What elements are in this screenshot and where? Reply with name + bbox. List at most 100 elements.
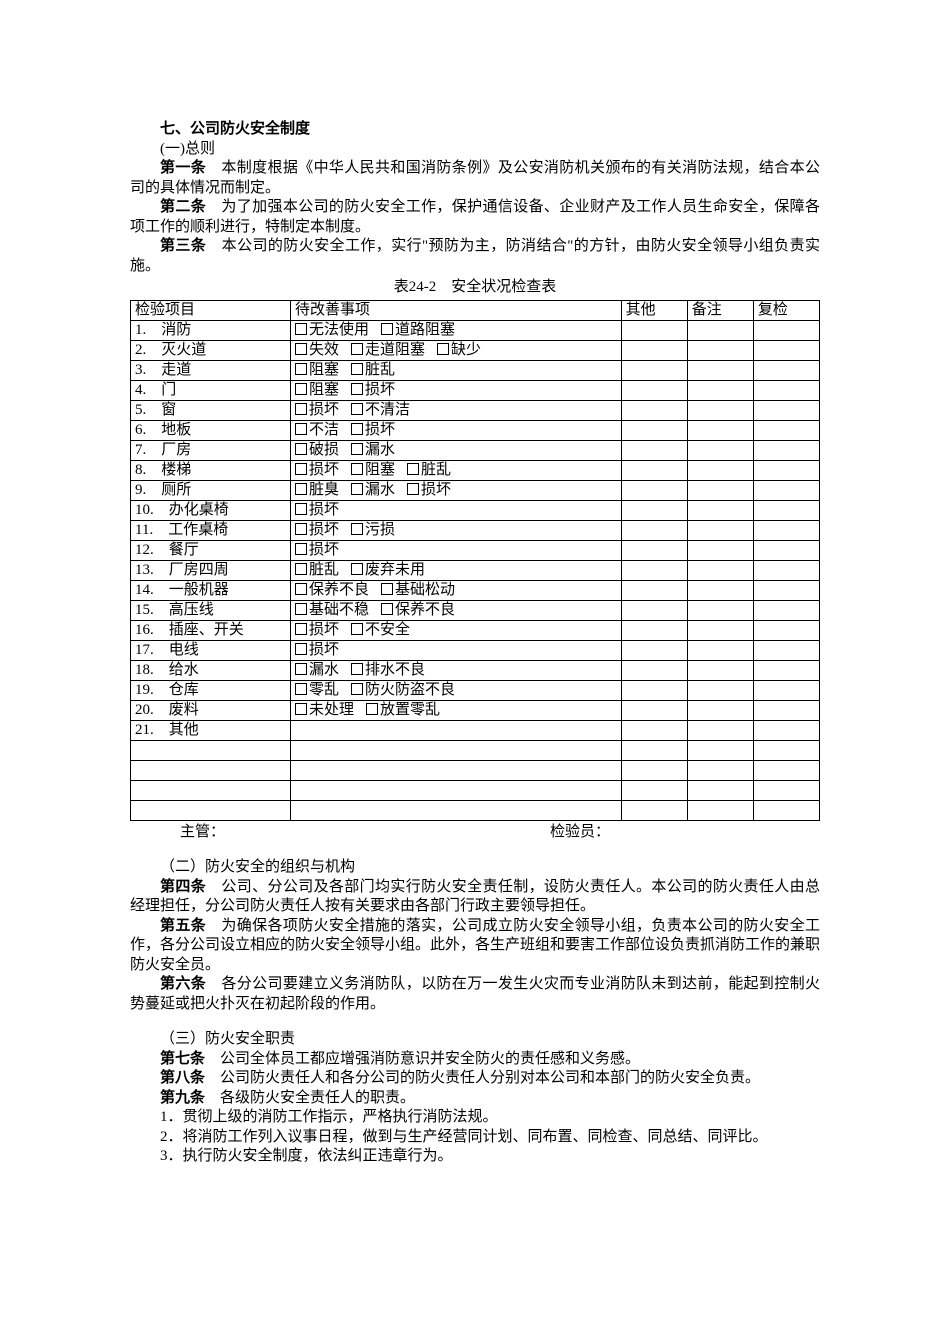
checkbox-label: 脏乱 [365,362,395,378]
article-2-label: 第二条 [160,199,206,215]
checkbox-icon[interactable] [295,363,307,375]
checkbox-icon[interactable] [407,463,419,475]
checkbox-icon[interactable] [295,463,307,475]
cell-empty [621,420,687,440]
table-row: 4. 门阻塞损坏 [131,380,820,400]
cell-improve: 脏乱废弃未用 [290,560,621,580]
checkbox-icon[interactable] [295,443,307,455]
table-row: 8. 楼梯损坏阻塞脏乱 [131,460,820,480]
checkbox-icon[interactable] [295,563,307,575]
checkbox-icon[interactable] [366,703,378,715]
checkbox-icon[interactable] [351,443,363,455]
cell-improve: 基础不稳保养不良 [290,600,621,620]
cell-empty [753,780,819,800]
cell-empty [687,780,753,800]
table-row: 14. 一般机器保养不良基础松动 [131,580,820,600]
checkbox-item: 阻塞 [295,361,339,380]
checkbox-label: 脏乱 [421,462,451,478]
table-row: 6. 地板不洁损坏 [131,420,820,440]
cell-empty [687,640,753,660]
cell-empty [621,400,687,420]
checkbox-item: 废弃未用 [351,561,425,580]
checkbox-label: 基础不稳 [309,602,369,618]
checkbox-icon[interactable] [351,463,363,475]
article-2-text: 为了加强本公司的防火安全工作，保护通信设备、企业财产及工作人员生命安全，保障各项… [130,199,820,235]
cell-empty [687,520,753,540]
checkbox-icon[interactable] [295,683,307,695]
checkbox-item: 基础松动 [381,581,455,600]
article-2: 第二条 为了加强本公司的防火安全工作，保护通信设备、企业财产及工作人员生命安全，… [130,198,820,237]
cell-empty [621,600,687,620]
checkbox-label: 漏水 [309,662,339,678]
checkbox-icon[interactable] [351,383,363,395]
checkbox-icon[interactable] [295,423,307,435]
checkbox-icon[interactable] [351,483,363,495]
header-other: 其他 [621,300,687,320]
checkbox-item: 缺少 [437,341,481,360]
cell-empty [687,660,753,680]
checkbox-item: 损坏 [295,501,339,520]
checkbox-label: 损坏 [309,402,339,418]
checkbox-icon[interactable] [381,583,393,595]
checkbox-item: 排水不良 [351,661,425,680]
header-improve: 待改善事项 [290,300,621,320]
checkbox-icon[interactable] [295,603,307,615]
checkbox-icon[interactable] [295,503,307,515]
checkbox-icon[interactable] [295,483,307,495]
article-1-text: 本制度根据《中华人民共和国消防条例》及公安消防机关颁布的有关消防法规，结合本公司… [130,160,820,196]
checkbox-label: 无法使用 [309,322,369,338]
table-row: 2. 灭火道失效走道阻塞缺少 [131,340,820,360]
checkbox-icon[interactable] [381,323,393,335]
checkbox-item: 损坏 [295,621,339,640]
cell-empty [687,340,753,360]
checkbox-icon[interactable] [295,703,307,715]
checkbox-icon[interactable] [295,623,307,635]
checkbox-label: 零乱 [309,682,339,698]
cell-empty [687,420,753,440]
cell-improve: 损坏 [290,640,621,660]
cell-empty [621,540,687,560]
article-4-label: 第四条 [160,879,206,895]
checkbox-icon[interactable] [407,483,419,495]
cell-empty [753,420,819,440]
checkbox-icon[interactable] [351,363,363,375]
checkbox-icon[interactable] [351,523,363,535]
checkbox-icon[interactable] [437,343,449,355]
checkbox-item: 道路阻塞 [381,321,455,340]
table-row: 17. 电线损坏 [131,640,820,660]
checkbox-icon[interactable] [295,323,307,335]
checkbox-item: 脏乱 [295,561,339,580]
safety-check-table: 检验项目 待改善事项 其他 备注 复检 1. 消防无法使用道路阻塞2. 灭火道失… [130,300,820,821]
cell-empty [687,580,753,600]
checkbox-label: 防火防盗不良 [365,682,455,698]
checkbox-icon[interactable] [381,603,393,615]
checkbox-icon[interactable] [351,623,363,635]
cell-empty [621,700,687,720]
checkbox-icon[interactable] [295,343,307,355]
cell-empty [687,700,753,720]
checkbox-icon[interactable] [351,683,363,695]
checkbox-item: 脏乱 [407,461,451,480]
checkbox-icon[interactable] [295,523,307,535]
cell-empty [687,740,753,760]
cell-empty [753,760,819,780]
checkbox-icon[interactable] [295,543,307,555]
cell-improve: 不洁损坏 [290,420,621,440]
checkbox-icon[interactable] [295,583,307,595]
checkbox-icon[interactable] [351,563,363,575]
cell-item: 3. 走道 [131,360,291,380]
cell-empty [290,780,621,800]
checkbox-icon[interactable] [295,403,307,415]
cell-empty [753,580,819,600]
checkbox-icon[interactable] [295,663,307,675]
checkbox-icon[interactable] [351,343,363,355]
checkbox-icon[interactable] [351,423,363,435]
checkbox-icon[interactable] [295,383,307,395]
checkbox-icon[interactable] [351,403,363,415]
checkbox-icon[interactable] [351,663,363,675]
checkbox-icon[interactable] [295,643,307,655]
cell-empty [687,440,753,460]
checkbox-item: 损坏 [295,541,339,560]
cell-empty [131,760,291,780]
cell-improve: 损坏污损 [290,520,621,540]
